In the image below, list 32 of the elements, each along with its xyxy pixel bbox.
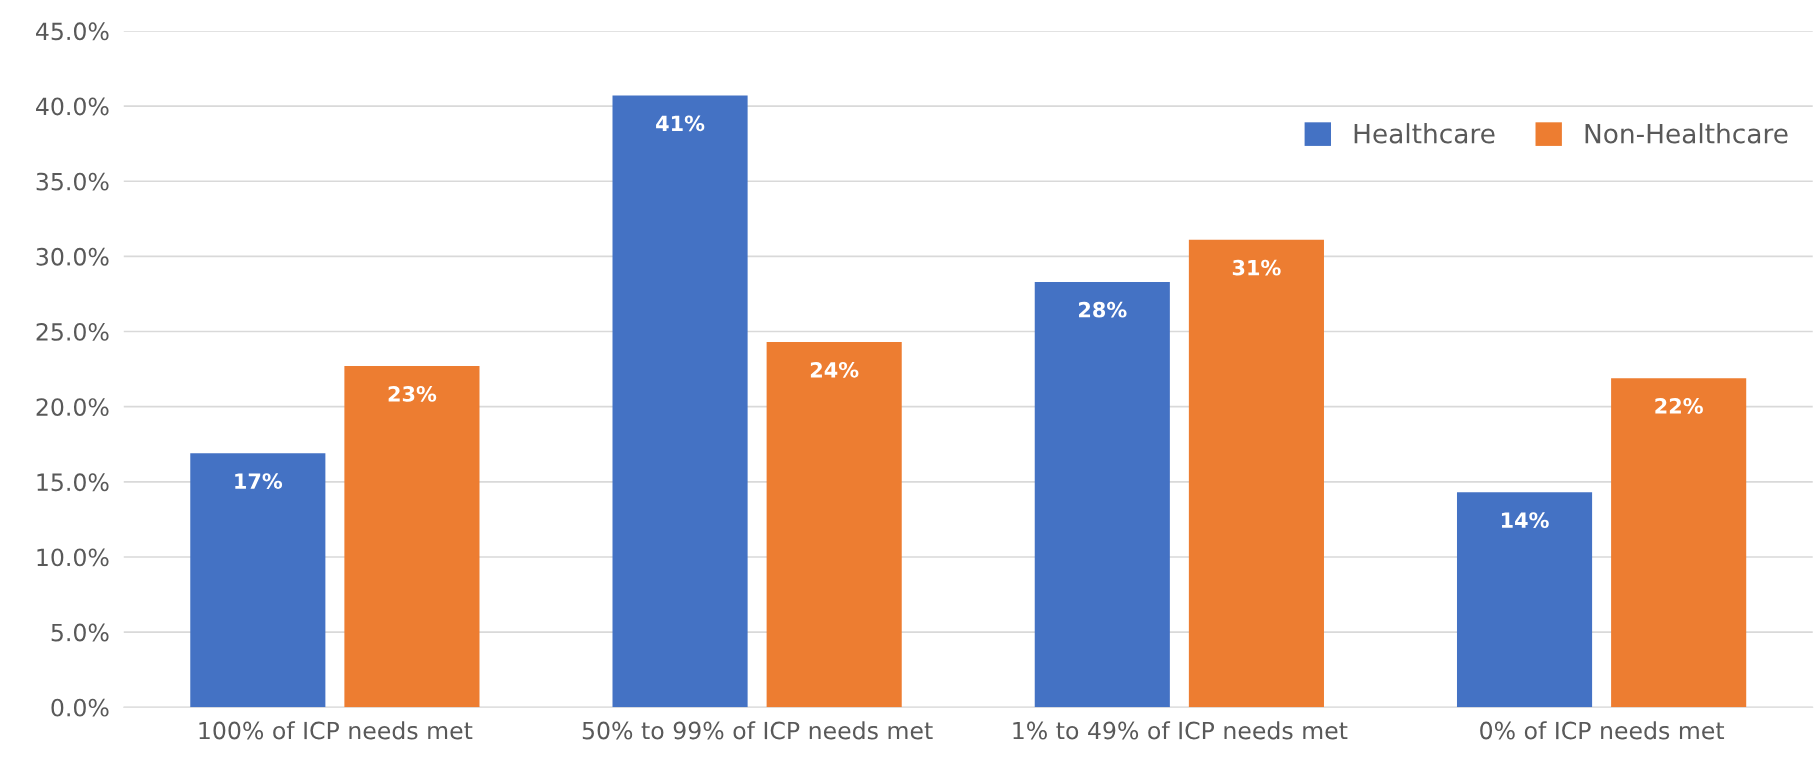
y-tick-label: 30.0% [36, 247, 109, 266]
data-label: 22% [1655, 398, 1703, 414]
bar [1188, 239, 1324, 708]
x-tick-label: 100% of ICP needs met [199, 721, 473, 740]
data-label: 31% [1232, 259, 1281, 276]
data-label: 28% [1079, 301, 1127, 318]
y-tick-label: 0.0% [51, 698, 109, 717]
bar [766, 342, 902, 708]
data-label: 41% [656, 115, 705, 132]
legend-label: Non-Healthcare [1585, 123, 1788, 144]
x-tick-label: 50% to 99% of ICP needs met [582, 721, 933, 740]
y-tick-label: 10.0% [37, 548, 109, 567]
bar [344, 366, 480, 708]
bar [1456, 492, 1593, 708]
data-label: 24% [810, 361, 859, 378]
y-tick-label: 35.0% [36, 172, 109, 191]
y-tick-label: 45.0% [36, 22, 109, 41]
y-tick-label: 5.0% [51, 623, 109, 642]
x-tick-label: 1% to 49% of ICP needs met [1013, 721, 1348, 740]
data-label: 14% [1501, 512, 1549, 529]
bar [1611, 378, 1747, 708]
y-tick-label: 25.0% [36, 322, 109, 341]
y-tick-label: 15.0% [37, 473, 109, 492]
x-tick-label: 0% of ICP needs met [1480, 721, 1725, 740]
data-label: 17% [235, 473, 283, 489]
bar [1034, 281, 1170, 708]
y-tick-label: 20.0% [36, 398, 109, 416]
y-tick-label: 40.0% [36, 97, 109, 116]
bar [190, 453, 326, 708]
legend-label: Healthcare [1354, 123, 1495, 144]
bar [612, 95, 748, 708]
data-label: 23% [388, 386, 437, 402]
